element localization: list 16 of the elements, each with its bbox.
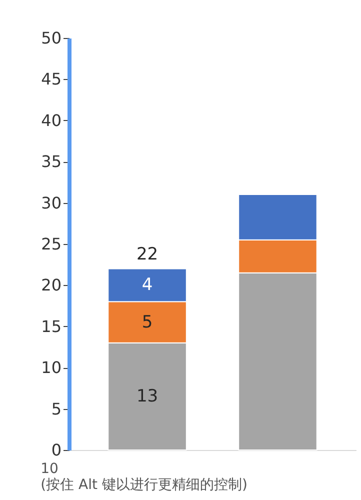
y-tick-label: 5 — [51, 399, 62, 418]
y-tick-label: 45 — [41, 70, 62, 89]
data-label: 5 — [142, 312, 153, 332]
data-label: 4 — [142, 275, 153, 296]
y-tick-label: 25 — [41, 234, 62, 254]
data-label: 13 — [136, 386, 158, 406]
text: (按住 Alt 键以进行更精细的控制) — [40, 477, 248, 493]
y-tick-label: 40 — [41, 110, 62, 130]
y-tick-label: 20 — [41, 276, 62, 295]
y-tick-label: 30 — [41, 193, 62, 212]
y-tick-label: 15 — [41, 316, 62, 336]
total-label: 22 — [136, 244, 158, 265]
y-tick-label: 35 — [41, 152, 62, 172]
y-tick-label: 0 — [51, 440, 62, 460]
y-tick-label: 10 — [41, 358, 62, 378]
y-tick-label: 50 — [41, 28, 62, 48]
